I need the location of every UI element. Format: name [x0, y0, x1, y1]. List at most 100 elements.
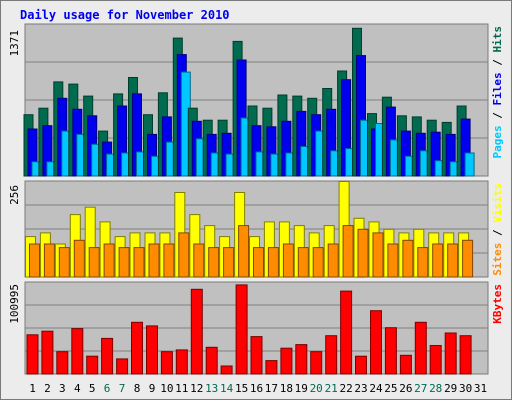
bar-sites-day-2 — [43, 243, 55, 278]
x-tick-label-day-19: 19 — [295, 382, 308, 395]
bar-sites-day-20 — [312, 247, 324, 278]
x-tick-label-day-7: 7 — [119, 382, 126, 395]
bar-kbytes-day-2 — [41, 330, 54, 375]
bar-kbytes-day-7 — [116, 358, 129, 375]
x-tick-label-day-27: 27 — [414, 382, 427, 395]
x-tick-label-day-4: 4 — [74, 382, 81, 395]
x-tick-label-day-24: 24 — [369, 382, 383, 395]
x-tick-label-day-28: 28 — [429, 382, 442, 395]
x-tick-label-day-17: 17 — [265, 382, 278, 395]
bar-kbytes-day-30 — [459, 335, 472, 375]
bar-sites-day-25 — [387, 243, 399, 278]
x-tick-label-day-14: 14 — [220, 382, 234, 395]
x-tick-label-day-18: 18 — [280, 382, 293, 395]
bar-kbytes-day-16 — [250, 336, 263, 375]
series-label-part: Hits — [491, 26, 504, 53]
bar-kbytes-day-3 — [56, 351, 69, 375]
x-tick-label-day-5: 5 — [89, 382, 96, 395]
series-label-kbytes: KBytes — [491, 284, 504, 324]
x-tick-label-day-30: 30 — [459, 382, 472, 395]
x-tick-label-day-1: 1 — [29, 382, 36, 395]
bar-sites-day-19 — [297, 247, 309, 278]
bar-sites-day-23 — [357, 228, 369, 278]
series-label-visits-sites: Sites / Visits — [491, 183, 504, 276]
x-tick-label-day-8: 8 — [134, 382, 141, 395]
bar-sites-day-27 — [417, 247, 429, 278]
bar-kbytes-day-9 — [146, 325, 158, 375]
bar-kbytes-day-11 — [175, 349, 188, 375]
bar-kbytes-day-4 — [71, 328, 84, 375]
x-tick-label-day-13: 13 — [205, 382, 218, 395]
bar-kbytes-day-17 — [265, 360, 278, 375]
bar-kbytes-day-15 — [235, 284, 248, 375]
x-tick-label-day-26: 26 — [399, 382, 412, 395]
bar-sites-day-8 — [133, 247, 145, 278]
bar-sites-day-13 — [208, 247, 220, 278]
x-tick-label-day-9: 9 — [149, 382, 156, 395]
bar-sites-day-12 — [193, 243, 205, 278]
x-tick-label-day-15: 15 — [235, 382, 248, 395]
bar-sites-day-17 — [267, 247, 279, 278]
bar-kbytes-day-20 — [310, 351, 323, 375]
bar-sites-day-4 — [73, 239, 85, 278]
bar-sites-day-21 — [327, 243, 339, 278]
x-tick-label-day-23: 23 — [354, 382, 367, 395]
bar-kbytes-day-8 — [131, 321, 143, 375]
x-tick-label-day-16: 16 — [250, 382, 263, 395]
bar-kbytes-day-22 — [340, 290, 353, 375]
bar-kbytes-day-29 — [444, 332, 457, 375]
series-label-part: KBytes — [491, 284, 504, 324]
series-label-part: Files — [491, 72, 504, 105]
bar-kbytes-day-26 — [399, 354, 412, 375]
bar-kbytes-day-25 — [384, 327, 397, 375]
bar-sites-day-7 — [118, 247, 130, 278]
series-label-part: / — [491, 106, 504, 126]
bar-kbytes-day-24 — [370, 310, 382, 375]
x-tick-label-day-31: 31 — [474, 382, 487, 395]
bar-kbytes-day-13 — [205, 346, 218, 375]
bar-kbytes-day-27 — [414, 321, 427, 375]
x-tick-label-day-12: 12 — [190, 382, 203, 395]
bar-kbytes-day-10 — [160, 351, 173, 375]
x-tick-label-day-3: 3 — [59, 382, 66, 395]
bar-sites-day-11 — [178, 232, 190, 278]
bar-pages-day-30 — [464, 152, 475, 177]
bar-sites-day-16 — [253, 247, 264, 278]
bar-sites-day-26 — [402, 239, 414, 278]
y-max-label-kbytes: 100995 — [8, 284, 21, 324]
bar-kbytes-day-5 — [86, 355, 99, 375]
bar-kbytes-day-18 — [280, 347, 293, 375]
bar-sites-day-5 — [88, 247, 100, 278]
bar-sites-day-3 — [58, 247, 70, 278]
bar-sites-day-28 — [432, 243, 444, 278]
bar-sites-day-14 — [223, 247, 235, 278]
y-max-label-visits-sites: 256 — [8, 185, 21, 205]
x-tick-label-day-20: 20 — [310, 382, 323, 395]
x-tick-label-day-11: 11 — [175, 382, 188, 395]
bar-sites-day-24 — [372, 232, 384, 278]
bar-sites-day-18 — [282, 243, 294, 278]
series-label-part: Visits — [491, 183, 504, 223]
x-tick-label-day-21: 21 — [325, 382, 338, 395]
bar-sites-day-29 — [447, 243, 459, 278]
bar-kbytes-day-21 — [325, 335, 338, 375]
chart-title: Daily usage for November 2010 — [20, 8, 230, 22]
y-max-label-hits-files-pages: 1371 — [8, 30, 21, 57]
x-tick-label-day-25: 25 — [384, 382, 397, 395]
series-label-part: / — [491, 53, 504, 73]
x-tick-label-day-22: 22 — [339, 382, 352, 395]
bar-sites-day-6 — [103, 243, 115, 278]
series-label-part: Sites — [491, 243, 504, 276]
bar-kbytes-day-1 — [26, 334, 39, 375]
bar-kbytes-day-12 — [190, 288, 203, 375]
bar-sites-day-1 — [29, 243, 40, 278]
bar-sites-day-22 — [342, 225, 354, 278]
series-label-part: / — [491, 223, 504, 243]
bar-sites-day-30 — [462, 239, 474, 278]
x-tick-label-day-29: 29 — [444, 382, 457, 395]
bar-sites-day-15 — [238, 225, 250, 278]
x-tick-label-day-6: 6 — [104, 382, 111, 395]
series-label-part: Pages — [491, 125, 504, 158]
bar-kbytes-day-28 — [429, 345, 442, 375]
